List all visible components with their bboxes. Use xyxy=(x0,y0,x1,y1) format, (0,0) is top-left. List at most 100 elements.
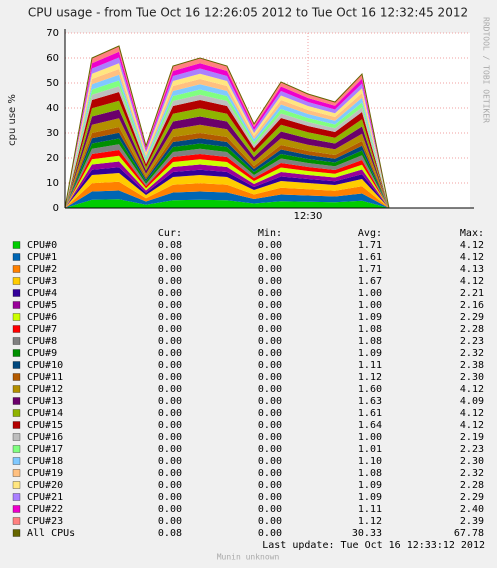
legend-value: 1.11 xyxy=(358,504,382,515)
legend-value: 4.12 xyxy=(460,276,484,287)
legend-label: CPU#4 xyxy=(27,288,57,299)
legend-value: 1.12 xyxy=(358,372,382,383)
y-tick-label: 70 xyxy=(46,28,59,39)
legend-label: CPU#7 xyxy=(27,324,57,335)
legend-value: 0.00 xyxy=(258,264,282,275)
legend-value: 30.33 xyxy=(352,528,382,539)
legend-value: 0.08 xyxy=(158,240,182,251)
area xyxy=(65,190,470,208)
y-tick-label: 0 xyxy=(53,203,59,214)
legend-label: CPU#19 xyxy=(27,468,63,479)
legend-value: 1.00 xyxy=(358,300,382,311)
legend-value: 0.00 xyxy=(258,408,282,419)
legend-value: 0.00 xyxy=(158,324,182,335)
y-axis-label: cpu use % xyxy=(7,94,18,146)
legend-swatch xyxy=(12,361,21,369)
legend-swatch xyxy=(12,373,21,381)
legend-value: 0.00 xyxy=(258,384,282,395)
legend-value: 2.39 xyxy=(460,516,484,527)
legend-value: 1.63 xyxy=(358,396,382,407)
y-tick-label: 50 xyxy=(46,78,59,89)
legend-label: CPU#22 xyxy=(27,504,63,515)
legend-swatch xyxy=(12,277,21,285)
legend-value: 0.00 xyxy=(158,420,182,431)
legend-value: 0.00 xyxy=(258,528,282,539)
legend-swatch xyxy=(12,241,21,249)
y-tick-label: 40 xyxy=(46,103,59,114)
legend-label: CPU#5 xyxy=(27,300,57,311)
area xyxy=(65,150,470,208)
legend-label: CPU#13 xyxy=(27,396,63,407)
legend-value: 4.13 xyxy=(460,264,484,275)
legend-swatch xyxy=(12,301,21,309)
legend-header: Max: xyxy=(460,228,484,239)
legend-value: 0.00 xyxy=(258,240,282,251)
area xyxy=(65,161,470,208)
legend-swatch xyxy=(12,397,21,405)
legend-swatch xyxy=(12,349,21,357)
legend-swatch xyxy=(12,337,21,345)
legend-value: 4.12 xyxy=(460,240,484,251)
area xyxy=(65,181,470,208)
legend-value: 0.00 xyxy=(258,444,282,455)
legend-value: 1.12 xyxy=(358,516,382,527)
legend-label: CPU#23 xyxy=(27,516,63,527)
legend-swatch xyxy=(12,505,21,513)
legend-value: 0.00 xyxy=(158,492,182,503)
legend-value: 0.00 xyxy=(258,288,282,299)
legend-label: CPU#3 xyxy=(27,276,57,287)
legend-value: 1.01 xyxy=(358,444,382,455)
legend-value: 2.32 xyxy=(460,348,484,359)
legend-value: 1.09 xyxy=(358,492,382,503)
area xyxy=(65,109,470,208)
y-tick-label: 30 xyxy=(46,128,59,139)
legend-value: 0.00 xyxy=(258,492,282,503)
legend-swatch xyxy=(12,493,21,501)
legend-header: Min: xyxy=(258,228,282,239)
area xyxy=(65,118,470,208)
legend-value: 2.28 xyxy=(460,324,484,335)
area xyxy=(65,92,470,208)
legend-swatch xyxy=(12,433,21,441)
legend-value: 0.00 xyxy=(158,504,182,515)
footer: Munin unknown xyxy=(217,553,280,562)
watermark: RRDTOOL / TOBI OETIKER xyxy=(482,17,491,123)
legend-swatch xyxy=(12,409,21,417)
legend-value: 0.00 xyxy=(258,420,282,431)
legend-value: 0.00 xyxy=(258,276,282,287)
legend-label: CPU#11 xyxy=(27,372,63,383)
legend-value: 0.00 xyxy=(158,396,182,407)
legend-value: 4.12 xyxy=(460,252,484,263)
legend-swatch xyxy=(12,385,21,393)
legend-value: 0.00 xyxy=(258,324,282,335)
legend-swatch xyxy=(12,313,21,321)
legend-label: CPU#20 xyxy=(27,480,63,491)
legend-value: 0.00 xyxy=(258,456,282,467)
area xyxy=(65,63,470,208)
legend-value: 1.08 xyxy=(358,324,382,335)
x-tick-label: 12:30 xyxy=(294,211,323,222)
legend-value: 0.08 xyxy=(158,528,182,539)
legend-value: 2.28 xyxy=(460,480,484,491)
legend-swatch xyxy=(12,289,21,297)
legend-header: Cur: xyxy=(158,228,182,239)
legend-value: 4.09 xyxy=(460,396,484,407)
legend-label: CPU#18 xyxy=(27,456,63,467)
legend-value: 2.38 xyxy=(460,360,484,371)
legend-value: 0.00 xyxy=(158,276,182,287)
legend-swatch xyxy=(12,481,21,489)
legend-value: 2.21 xyxy=(460,288,484,299)
legend-value: 2.29 xyxy=(460,492,484,503)
legend-value: 0.00 xyxy=(258,504,282,515)
legend-label: CPU#16 xyxy=(27,432,63,443)
legend-value: 2.30 xyxy=(460,372,484,383)
area xyxy=(65,57,470,208)
legend-swatch xyxy=(12,457,21,465)
y-tick-label: 20 xyxy=(46,153,59,164)
legend-swatch xyxy=(12,517,21,525)
area xyxy=(65,69,470,208)
legend-value: 1.09 xyxy=(358,480,382,491)
legend-label: CPU#17 xyxy=(27,444,63,455)
legend-value: 2.23 xyxy=(460,336,484,347)
